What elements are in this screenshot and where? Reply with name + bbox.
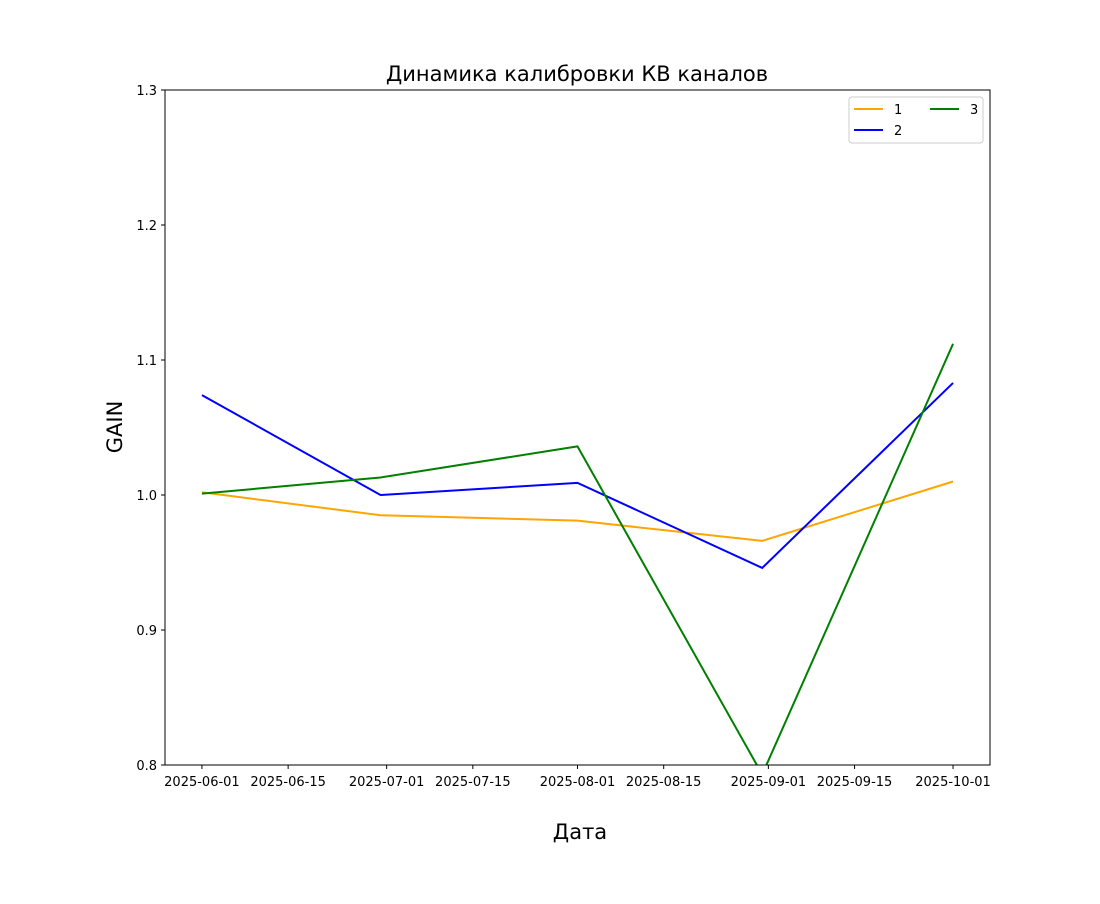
legend-label-1: 1 xyxy=(894,103,902,118)
x-tick-label: 2025-08-15 xyxy=(626,775,702,790)
legend-label-3: 3 xyxy=(970,103,978,118)
plot-frame xyxy=(164,89,991,766)
series-line-2 xyxy=(201,382,954,570)
series-line-3 xyxy=(201,343,954,765)
x-tick-label: 2025-07-01 xyxy=(349,775,425,790)
x-tick-label: 2025-09-15 xyxy=(817,775,893,790)
y-tick-label: 1.0 xyxy=(136,489,157,504)
x-tick-label: 2025-10-01 xyxy=(915,775,991,790)
y-tick-label: 0.8 xyxy=(136,759,157,774)
x-tick-label: 2025-08-01 xyxy=(540,775,616,790)
y-tick-label: 0.9 xyxy=(136,624,157,639)
chart-title: Динамика калибровки КВ каналов xyxy=(386,62,768,86)
x-tick-label: 2025-06-15 xyxy=(250,775,326,790)
legend: 1 2 3 xyxy=(848,96,984,144)
y-tick-label: 1.2 xyxy=(136,219,157,234)
x-axis-label: Дата xyxy=(553,820,607,844)
y-tick-label: 1.3 xyxy=(136,84,157,99)
series-line-1 xyxy=(201,480,954,542)
x-tick-label: 2025-09-01 xyxy=(731,775,807,790)
legend-label-2: 2 xyxy=(894,124,902,139)
x-tick-label: 2025-07-15 xyxy=(435,775,511,790)
y-tick-label: 1.1 xyxy=(136,354,157,369)
legend-box xyxy=(848,96,984,144)
x-tick-label: 2025-06-01 xyxy=(164,775,240,790)
y-axis-label: GAIN xyxy=(103,401,127,454)
